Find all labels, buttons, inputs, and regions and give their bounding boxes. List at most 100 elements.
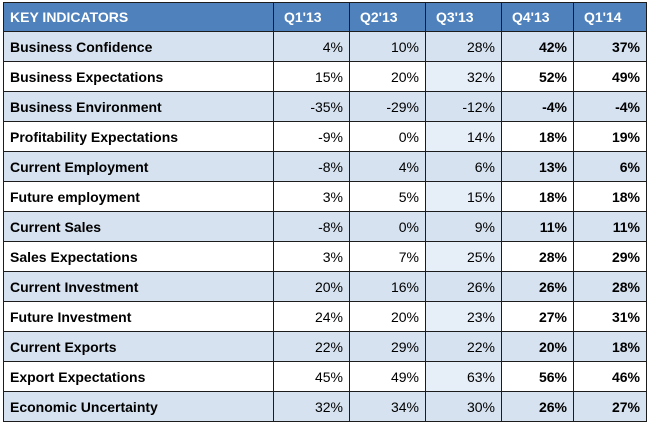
row-label: Sales Expectations: [3, 241, 274, 272]
table-row: Business Confidence 4% 10% 28% 42% 37%: [3, 31, 647, 62]
cell-q1-13: -8%: [273, 211, 350, 242]
row-label: Future Investment: [3, 301, 274, 332]
header-q4-13: Q4'13: [501, 2, 574, 32]
cell-q3-13: 14%: [425, 121, 502, 152]
cell-q1-14: 6%: [573, 151, 647, 182]
cell-q4-13: 13%: [501, 151, 574, 182]
cell-q1-14: 18%: [573, 181, 647, 212]
table-row: Future employment 3% 5% 15% 18% 18%: [3, 181, 647, 212]
cell-q3-13: 25%: [425, 241, 502, 272]
row-label: Business Expectations: [3, 61, 274, 92]
cell-q4-13: 18%: [501, 121, 574, 152]
cell-q1-13: 15%: [273, 61, 350, 92]
cell-q1-14: 29%: [573, 241, 647, 272]
cell-q3-13: 9%: [425, 211, 502, 242]
cell-q4-13: 27%: [501, 301, 574, 332]
cell-q1-13: 4%: [273, 31, 350, 62]
table-row: Current Investment 20% 16% 26% 26% 28%: [3, 271, 647, 302]
cell-q2-13: 4%: [349, 151, 426, 182]
cell-q1-14: 49%: [573, 61, 647, 92]
table-row: Future Investment 24% 20% 23% 27% 31%: [3, 301, 647, 332]
table-body: Business Confidence 4% 10% 28% 42% 37% Busines…: [3, 31, 647, 422]
cell-q1-14: 27%: [573, 391, 647, 422]
table-row: Current Sales -8% 0% 9% 11% 11%: [3, 211, 647, 242]
cell-q4-13: 26%: [501, 271, 574, 302]
table-row: Sales Expectations 3% 7% 25% 28% 29%: [3, 241, 647, 272]
cell-q3-13: 30%: [425, 391, 502, 422]
cell-q2-13: 34%: [349, 391, 426, 422]
table-row: Business Expectations 15% 20% 32% 52% 49%: [3, 61, 647, 92]
table-row: Economic Uncertainty 32% 34% 30% 26% 27%: [3, 391, 647, 422]
header-q2-13: Q2'13: [349, 2, 426, 32]
cell-q1-13: -35%: [273, 91, 350, 122]
cell-q4-13: 28%: [501, 241, 574, 272]
table-header: KEY INDICATORS Q1'13 Q2'13 Q3'13 Q4'13 Q…: [3, 2, 647, 32]
cell-q1-13: 3%: [273, 181, 350, 212]
cell-q1-14: 28%: [573, 271, 647, 302]
cell-q2-13: -29%: [349, 91, 426, 122]
cell-q3-13: 63%: [425, 361, 502, 392]
cell-q1-13: 3%: [273, 241, 350, 272]
cell-q2-13: 16%: [349, 271, 426, 302]
cell-q2-13: 5%: [349, 181, 426, 212]
header-q3-13: Q3'13: [425, 2, 502, 32]
header-q1-13: Q1'13: [273, 2, 350, 32]
cell-q3-13: 6%: [425, 151, 502, 182]
row-label: Economic Uncertainty: [3, 391, 274, 422]
cell-q1-13: -8%: [273, 151, 350, 182]
cell-q2-13: 20%: [349, 301, 426, 332]
cell-q3-13: 28%: [425, 31, 502, 62]
cell-q4-13: 42%: [501, 31, 574, 62]
row-label: Business Confidence: [3, 31, 274, 62]
cell-q3-13: -12%: [425, 91, 502, 122]
row-label: Business Environment: [3, 91, 274, 122]
cell-q3-13: 15%: [425, 181, 502, 212]
page: KEY INDICATORS Q1'13 Q2'13 Q3'13 Q4'13 Q…: [3, 2, 647, 422]
cell-q3-13: 32%: [425, 61, 502, 92]
cell-q4-13: 52%: [501, 61, 574, 92]
header-row: KEY INDICATORS Q1'13 Q2'13 Q3'13 Q4'13 Q…: [3, 2, 647, 32]
row-label: Current Exports: [3, 331, 274, 362]
cell-q1-14: 11%: [573, 211, 647, 242]
cell-q4-13: 26%: [501, 391, 574, 422]
cell-q1-13: 32%: [273, 391, 350, 422]
table-row: Business Environment -35% -29% -12% -4% -4%: [3, 91, 647, 122]
cell-q1-13: 20%: [273, 271, 350, 302]
cell-q1-13: 45%: [273, 361, 350, 392]
table-row: Profitability Expectations -9% 0% 14% 18% 19%: [3, 121, 647, 152]
cell-q1-14: 46%: [573, 361, 647, 392]
cell-q4-13: 18%: [501, 181, 574, 212]
row-label: Current Employment: [3, 151, 274, 182]
row-label: Current Investment: [3, 271, 274, 302]
cell-q1-14: 37%: [573, 31, 647, 62]
cell-q3-13: 26%: [425, 271, 502, 302]
key-indicators-table: KEY INDICATORS Q1'13 Q2'13 Q3'13 Q4'13 Q…: [3, 2, 647, 422]
cell-q1-14: -4%: [573, 91, 647, 122]
row-label: Export Expectations: [3, 361, 274, 392]
cell-q2-13: 20%: [349, 61, 426, 92]
cell-q3-13: 22%: [425, 331, 502, 362]
cell-q2-13: 10%: [349, 31, 426, 62]
cell-q2-13: 29%: [349, 331, 426, 362]
cell-q1-13: 24%: [273, 301, 350, 332]
cell-q1-13: 22%: [273, 331, 350, 362]
table-row: Current Employment -8% 4% 6% 13% 6%: [3, 151, 647, 182]
cell-q3-13: 23%: [425, 301, 502, 332]
cell-q1-14: 18%: [573, 331, 647, 362]
row-label: Profitability Expectations: [3, 121, 274, 152]
cell-q4-13: -4%: [501, 91, 574, 122]
cell-q1-14: 31%: [573, 301, 647, 332]
cell-q1-14: 19%: [573, 121, 647, 152]
cell-q2-13: 7%: [349, 241, 426, 272]
header-key-indicators: KEY INDICATORS: [3, 2, 274, 32]
row-label: Future employment: [3, 181, 274, 212]
table-row: Current Exports 22% 29% 22% 20% 18%: [3, 331, 647, 362]
cell-q2-13: 0%: [349, 121, 426, 152]
row-label: Current Sales: [3, 211, 274, 242]
header-q1-14: Q1'14: [573, 2, 647, 32]
cell-q4-13: 11%: [501, 211, 574, 242]
cell-q2-13: 0%: [349, 211, 426, 242]
cell-q1-13: -9%: [273, 121, 350, 152]
cell-q4-13: 20%: [501, 331, 574, 362]
table-row: Export Expectations 45% 49% 63% 56% 46%: [3, 361, 647, 392]
